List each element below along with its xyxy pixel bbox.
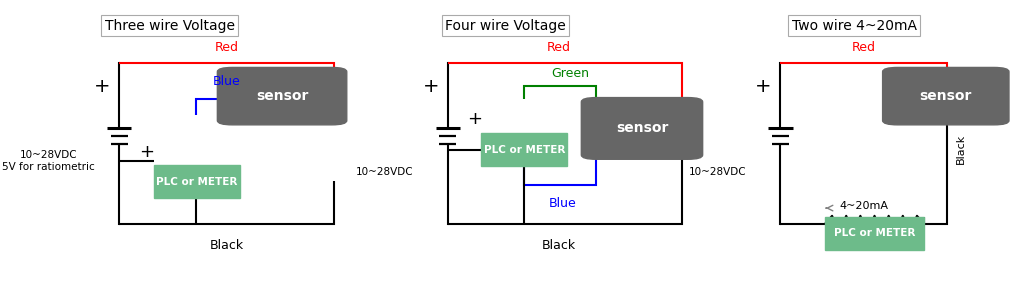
Bar (825, 217, 924, 250)
Text: Red: Red (851, 41, 876, 54)
FancyBboxPatch shape (581, 98, 703, 159)
Bar (154, 165, 240, 198)
Text: sensor: sensor (920, 89, 972, 103)
Text: 10~28VDC: 10~28VDC (356, 167, 412, 177)
FancyBboxPatch shape (883, 67, 1009, 125)
Text: Black: Black (209, 239, 244, 252)
Text: PLC or METER: PLC or METER (834, 228, 915, 238)
Text: Black: Black (955, 134, 966, 164)
Text: sensor: sensor (616, 121, 668, 135)
Text: Blue: Blue (549, 197, 576, 210)
Text: Four wire Voltage: Four wire Voltage (445, 19, 566, 33)
Text: Two wire 4~20mA: Two wire 4~20mA (792, 19, 917, 33)
Text: 10~28VDC
5V for ratiometric: 10~28VDC 5V for ratiometric (2, 150, 95, 172)
Text: sensor: sensor (256, 89, 308, 103)
Text: Black: Black (542, 239, 576, 252)
Text: +: + (423, 77, 439, 96)
Text: Blue: Blue (212, 75, 240, 88)
FancyBboxPatch shape (217, 67, 347, 125)
Text: PLC or METER: PLC or METER (156, 177, 238, 187)
Text: Three wire Voltage: Three wire Voltage (105, 19, 235, 33)
Text: +: + (467, 110, 481, 128)
Text: +: + (94, 77, 110, 96)
Text: PLC or METER: PLC or METER (483, 145, 565, 155)
Text: +: + (140, 143, 154, 161)
Text: +: + (755, 77, 771, 96)
Text: 10~28VDC: 10~28VDC (690, 167, 746, 177)
Text: 4~20mA: 4~20mA (840, 201, 889, 211)
Text: Green: Green (551, 67, 589, 80)
Text: Red: Red (214, 41, 239, 54)
Text: Red: Red (547, 41, 571, 54)
Bar (481, 133, 567, 166)
